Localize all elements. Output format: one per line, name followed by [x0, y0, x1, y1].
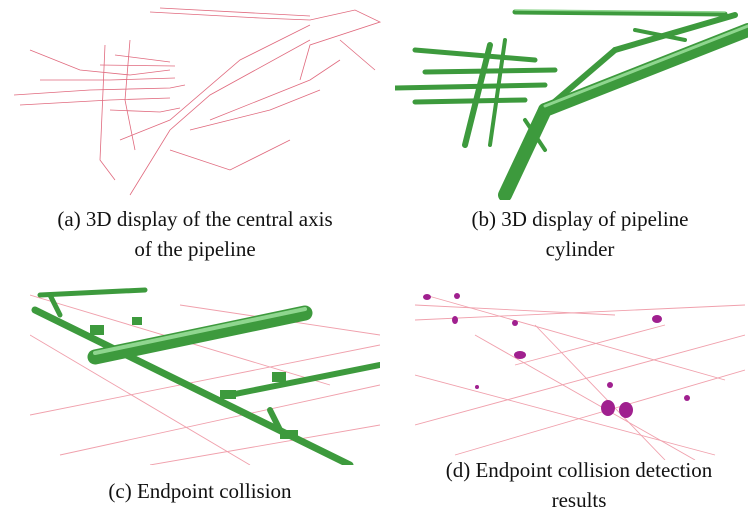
caption-line: results [395, 485, 748, 515]
collision-view [30, 275, 380, 465]
caption-line: (d) Endpoint collision detection [395, 455, 748, 485]
detection-view [415, 275, 745, 460]
caption-line: (c) Endpoint collision [0, 476, 400, 506]
cylinder-view [395, 0, 748, 200]
caption: (c) Endpoint collision [0, 476, 400, 506]
caption-line: (b) 3D display of pipeline [395, 204, 748, 234]
caption-line: (a) 3D display of the central axis [0, 204, 390, 234]
caption: (b) 3D display of pipeline cylinder [395, 204, 748, 264]
caption-line: of the pipeline [0, 234, 390, 264]
caption: (a) 3D display of the central axis of th… [0, 204, 390, 264]
caption-line: cylinder [395, 234, 748, 264]
axis-view [10, 0, 385, 200]
figure: {"panels": [ {"caption_lines": ["(a) 3D … [0, 0, 748, 515]
caption: (d) Endpoint collision detection results [395, 455, 748, 515]
